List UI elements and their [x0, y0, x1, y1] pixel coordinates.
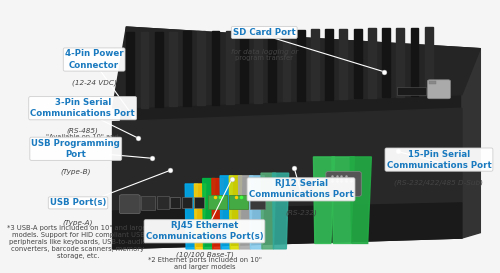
Polygon shape: [250, 176, 264, 249]
FancyBboxPatch shape: [396, 87, 426, 95]
Polygon shape: [212, 31, 220, 105]
Polygon shape: [226, 31, 234, 104]
Text: 4-Pin Power
Connector: 4-Pin Power Connector: [65, 49, 124, 70]
Polygon shape: [354, 28, 362, 98]
Polygon shape: [282, 30, 290, 102]
Polygon shape: [230, 176, 241, 249]
Text: "Available on 10" and
larger models only: "Available on 10" and larger models only: [46, 134, 119, 147]
FancyBboxPatch shape: [194, 197, 204, 208]
FancyBboxPatch shape: [142, 196, 155, 210]
Polygon shape: [332, 157, 354, 244]
Polygon shape: [326, 29, 333, 100]
Text: program transfer: program transfer: [236, 55, 293, 61]
Text: (RS-485): (RS-485): [66, 128, 98, 134]
Polygon shape: [424, 27, 432, 95]
Polygon shape: [183, 31, 191, 106]
Polygon shape: [297, 29, 304, 101]
FancyBboxPatch shape: [182, 197, 192, 208]
Text: for data logging or: for data logging or: [230, 49, 298, 55]
Polygon shape: [261, 173, 276, 249]
Polygon shape: [340, 29, 347, 99]
Text: (Type-A): (Type-A): [63, 219, 94, 225]
Text: 15-Pin Serial
Communications Port: 15-Pin Serial Communications Port: [386, 150, 492, 170]
Text: (Type-B): (Type-B): [60, 168, 91, 175]
Text: (10/100 Base-T): (10/100 Base-T): [176, 251, 234, 257]
Text: *2 Ethernet ports included on 10"
and larger models: *2 Ethernet ports included on 10" and la…: [148, 257, 262, 270]
Polygon shape: [202, 179, 215, 249]
FancyBboxPatch shape: [120, 195, 140, 214]
Polygon shape: [112, 203, 462, 249]
Polygon shape: [410, 28, 418, 96]
Polygon shape: [126, 32, 134, 108]
Polygon shape: [169, 32, 177, 106]
Text: RJ45 Ethernet
Communications Port(s): RJ45 Ethernet Communications Port(s): [146, 221, 264, 241]
Polygon shape: [112, 27, 480, 249]
Polygon shape: [368, 28, 376, 98]
Text: 3-Pin Serial
Communications Port: 3-Pin Serial Communications Port: [30, 98, 135, 118]
FancyBboxPatch shape: [250, 197, 265, 209]
FancyBboxPatch shape: [208, 195, 228, 209]
Text: USB Port(s): USB Port(s): [50, 198, 106, 207]
Polygon shape: [254, 30, 262, 103]
Polygon shape: [140, 32, 148, 108]
FancyBboxPatch shape: [170, 197, 179, 208]
FancyBboxPatch shape: [229, 195, 248, 209]
Polygon shape: [185, 184, 198, 249]
FancyBboxPatch shape: [326, 171, 362, 196]
Text: SD Card Port: SD Card Port: [233, 28, 296, 37]
Polygon shape: [272, 173, 288, 249]
Polygon shape: [112, 27, 480, 108]
FancyBboxPatch shape: [430, 81, 436, 84]
Polygon shape: [382, 28, 390, 97]
Text: (RS-232): (RS-232): [285, 209, 317, 216]
Polygon shape: [194, 184, 206, 249]
Polygon shape: [238, 176, 253, 249]
Polygon shape: [240, 31, 248, 103]
Polygon shape: [462, 49, 480, 238]
Polygon shape: [220, 176, 232, 249]
FancyBboxPatch shape: [156, 196, 168, 209]
FancyBboxPatch shape: [428, 80, 450, 99]
Polygon shape: [350, 157, 372, 244]
Text: (RS-232/422/485 D-Sub): (RS-232/422/485 D-Sub): [394, 179, 484, 186]
Polygon shape: [268, 30, 276, 102]
Polygon shape: [154, 32, 162, 107]
Polygon shape: [198, 31, 205, 105]
Text: RJ12 Serial
Communications Port: RJ12 Serial Communications Port: [248, 179, 354, 199]
Polygon shape: [314, 157, 334, 244]
Text: *3 USB-A ports included on 10" and larger
models. Support for HID compliant USB
: *3 USB-A ports included on 10" and large…: [7, 225, 149, 259]
Polygon shape: [212, 179, 224, 249]
Text: (12-24 VDC): (12-24 VDC): [72, 79, 117, 86]
Polygon shape: [311, 29, 319, 100]
Polygon shape: [396, 28, 404, 97]
Polygon shape: [112, 108, 462, 211]
Text: USB Programming
Port: USB Programming Port: [32, 139, 120, 159]
